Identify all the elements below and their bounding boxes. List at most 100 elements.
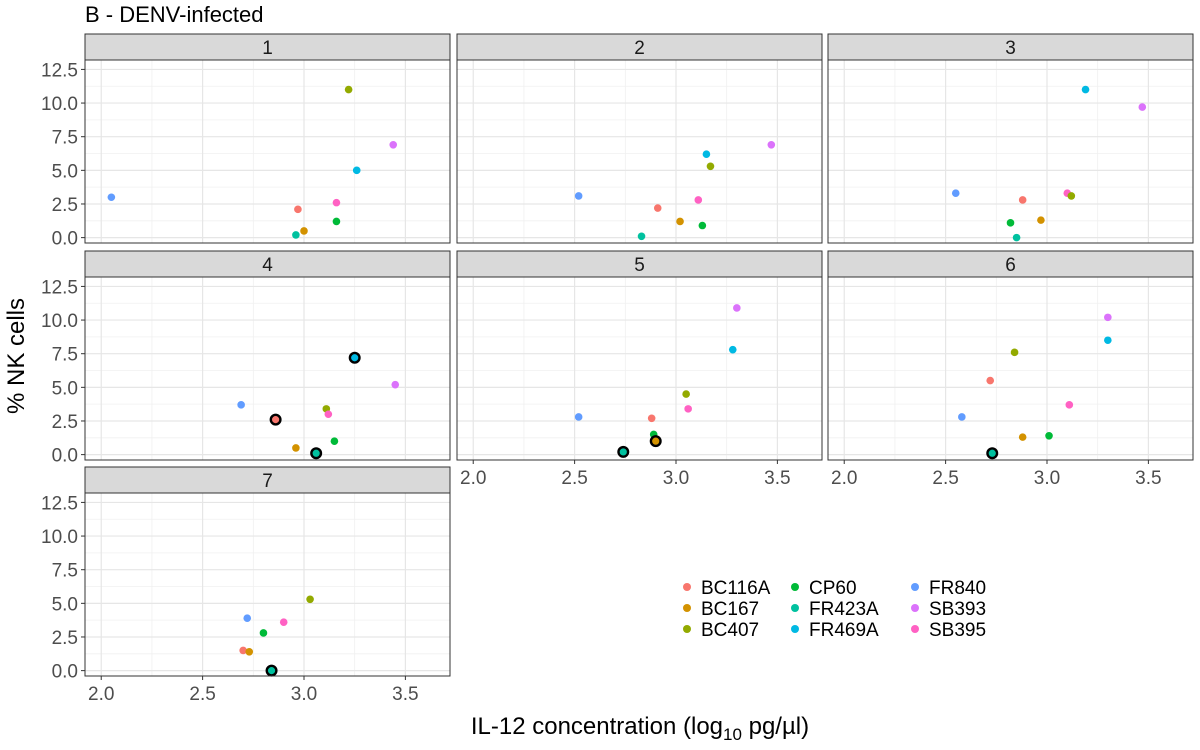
data-point-bc116a (986, 376, 995, 385)
facet-panel-3: 3 (827, 33, 1194, 244)
data-point-bc116a (653, 204, 662, 212)
x-tick-label: 2.5 (561, 468, 587, 489)
y-tick-label: 5.0 (52, 594, 78, 615)
data-point-fr423a (617, 445, 630, 458)
facet-strip-label: 4 (262, 255, 273, 276)
legend-item-sb393: SB393 (911, 599, 986, 620)
data-point-sb395 (1065, 401, 1074, 409)
data-point-fr840 (237, 401, 245, 409)
facet-strip-label: 5 (634, 255, 645, 276)
data-point-fr469a (348, 351, 361, 364)
facet-strip (456, 250, 823, 278)
x-tick-label: 2.0 (88, 684, 114, 705)
panel-border (84, 276, 451, 461)
data-point-sb393 (733, 304, 741, 312)
legend-key (911, 583, 919, 591)
data-point-sb393 (1138, 103, 1147, 111)
legend-key (683, 625, 691, 633)
facet-strip (84, 466, 451, 494)
data-point-bc116a (1018, 196, 1027, 204)
x-tick-label: 3.5 (392, 684, 418, 705)
facet-panel-1: 10.02.55.07.510.012.5 (41, 33, 451, 250)
facet-panels: 10.02.55.07.510.012.52 340.02.55.07.510.0… (41, 33, 1194, 705)
y-tick-label: 7.5 (52, 128, 78, 149)
data-point-cp60 (332, 217, 341, 226)
facet-strip (456, 33, 823, 61)
x-tick-label: 3.0 (663, 468, 689, 489)
panel-border (456, 59, 823, 244)
legend-label: FR469A (809, 620, 879, 641)
data-point-fr423a (637, 232, 646, 241)
chart-title: B - DENV-infected (85, 2, 264, 27)
x-axis-title-suffix: pg/µl) (742, 713, 809, 740)
data-point-cp60 (698, 221, 707, 230)
data-point-fr840 (243, 614, 252, 622)
legend: BC116ABC167BC407CP60FR423AFR469AFR840SB3… (683, 578, 986, 641)
facet-strip (827, 33, 1194, 61)
legend-item-bc167: BC167 (683, 599, 759, 620)
y-tick-label: 12.5 (41, 60, 78, 81)
data-point-fr469a (1081, 85, 1090, 94)
facet-panel-7: 7 0.0 2.5 5.0 7.5 10.0 12.5 2.0 2.5 3.0 3.5 (41, 466, 451, 705)
legend-label: BC407 (701, 620, 759, 641)
y-tick-label: 2.5 (52, 412, 78, 433)
legend-key (791, 604, 799, 612)
x-tick-label: 2.5 (932, 468, 958, 489)
legend-key (911, 625, 919, 633)
data-point-bc407 (1067, 192, 1076, 200)
data-point-fr840 (574, 413, 583, 421)
panel-border (456, 276, 823, 461)
facet-strip-label: 2 (634, 38, 645, 59)
data-point-fr423a (1012, 233, 1021, 242)
y-tick-label: 0.0 (52, 229, 78, 250)
legend-item-fr423a: FR423A (791, 599, 879, 620)
data-point-bc167 (1037, 216, 1045, 224)
y-tick-label: 12.5 (41, 493, 78, 514)
legend-label: FR840 (929, 578, 986, 599)
legend-item-fr840: FR840 (911, 578, 986, 599)
facet-strip-label: 1 (262, 38, 273, 59)
data-point-fr840 (574, 192, 583, 200)
data-point-bc116a (269, 413, 282, 426)
data-point-fr423a (265, 664, 278, 677)
y-tick-label: 0.0 (52, 662, 78, 683)
data-point-fr423a (310, 447, 323, 460)
data-point-bc407 (306, 595, 314, 604)
data-point-bc116a (239, 646, 247, 655)
legend-key (791, 583, 799, 591)
legend-label: BC167 (701, 599, 759, 620)
facet-panel-5: 5 2.0 2.5 3.0 3.5 (456, 250, 823, 489)
y-tick-label: 5.0 (52, 378, 78, 399)
data-point-sb393 (389, 140, 398, 149)
x-axis-title-prefix: IL-12 concentration (log (471, 713, 723, 740)
data-point-bc167 (245, 647, 254, 656)
legend-label: FR423A (809, 599, 879, 620)
y-tick-label: 10.0 (41, 311, 78, 332)
data-point-cp60 (1045, 431, 1053, 440)
y-tick-label: 12.5 (41, 277, 78, 298)
legend-key (911, 604, 919, 612)
y-tick-label: 2.5 (52, 195, 78, 216)
data-point-fr840 (958, 413, 966, 421)
data-point-bc407 (1010, 348, 1019, 357)
y-tick-label: 7.5 (52, 561, 78, 582)
y-tick-label: 5.0 (52, 161, 78, 182)
legend-label: BC116A (701, 578, 771, 599)
data-point-fr469a (1104, 336, 1112, 345)
x-tick-label: 3.0 (1034, 468, 1060, 489)
y-axis-title: % NK cells (3, 298, 30, 414)
y-tick-label: 7.5 (52, 345, 78, 366)
x-tick-label: 2.0 (460, 468, 486, 489)
facet-panel-2: 2 (456, 33, 823, 244)
legend-label: CP60 (809, 578, 857, 599)
legend-label: SB395 (929, 620, 986, 641)
facet-strip (84, 250, 451, 278)
facet-strip-label: 6 (1005, 255, 1016, 276)
legend-item-bc116a: BC116A (683, 578, 771, 599)
data-point-bc407 (344, 85, 353, 94)
data-point-bc167 (1018, 433, 1027, 441)
data-point-bc167 (292, 444, 300, 452)
y-tick-label: 10.0 (41, 527, 78, 548)
legend-key (683, 583, 691, 591)
